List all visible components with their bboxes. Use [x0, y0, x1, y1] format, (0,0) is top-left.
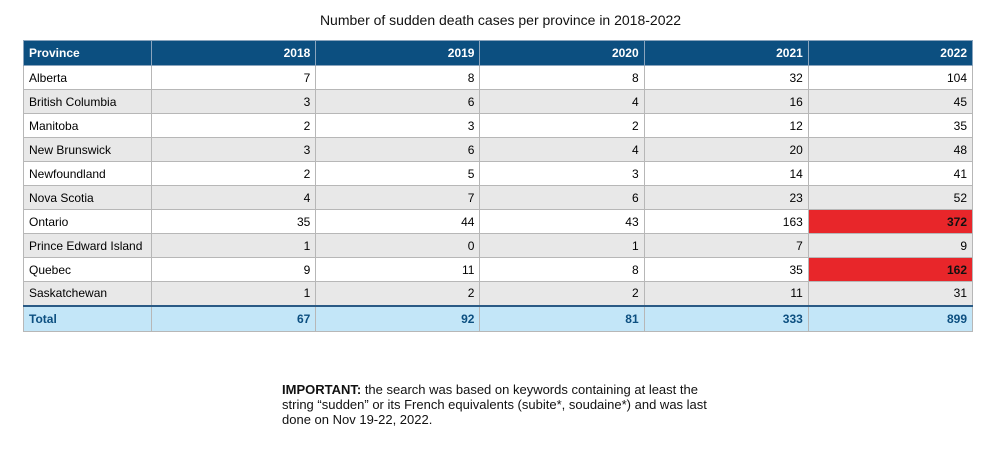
value-cell: 48	[807, 137, 974, 162]
province-cell: Nova Scotia	[22, 185, 153, 210]
total-value-cell: 899	[807, 304, 974, 332]
highlighted-value-cell: 162	[807, 257, 974, 282]
total-row: Total 67 92 81 333 899	[22, 304, 974, 332]
value-cell: 1	[151, 233, 317, 258]
province-cell: Alberta	[22, 65, 153, 90]
province-cell: Prince Edward Island	[22, 233, 153, 258]
value-cell: 4	[151, 185, 317, 210]
total-value-cell: 81	[479, 304, 645, 332]
table-row: Prince Edward Island 1 0 1 7 9	[22, 233, 974, 258]
value-cell: 2	[479, 113, 645, 138]
value-cell: 43	[479, 209, 645, 234]
value-cell: 3	[479, 161, 645, 186]
value-cell: 16	[643, 89, 809, 114]
important-note: IMPORTANT: the search was based on keywo…	[282, 382, 732, 427]
province-cell: Quebec	[22, 257, 153, 282]
value-cell: 32	[643, 65, 809, 90]
header-2021: 2021	[643, 40, 809, 66]
note-text: the search was based on keywords contain…	[282, 382, 707, 427]
province-cell: Ontario	[22, 209, 153, 234]
highlighted-value-cell: 372	[807, 209, 974, 234]
province-cell: Manitoba	[22, 113, 153, 138]
value-cell: 2	[151, 161, 317, 186]
value-cell: 11	[315, 257, 481, 282]
value-cell: 41	[807, 161, 974, 186]
value-cell: 4	[479, 89, 645, 114]
header-2018: 2018	[151, 40, 317, 66]
table-row: Manitoba 2 3 2 12 35	[22, 113, 974, 138]
value-cell: 35	[807, 113, 974, 138]
value-cell: 14	[643, 161, 809, 186]
value-cell: 7	[151, 65, 317, 90]
table-row: Quebec 9 11 8 35 162	[22, 257, 974, 282]
value-cell: 6	[315, 137, 481, 162]
page-title: Number of sudden death cases per provinc…	[319, 12, 682, 28]
table-row: British Columbia 3 6 4 16 45	[22, 89, 974, 114]
value-cell: 2	[315, 281, 481, 306]
total-value-cell: 333	[643, 304, 809, 332]
value-cell: 1	[479, 233, 645, 258]
value-cell: 3	[315, 113, 481, 138]
header-2020: 2020	[479, 40, 645, 66]
table-row: New Brunswick 3 6 4 20 48	[22, 137, 974, 162]
value-cell: 2	[479, 281, 645, 306]
total-value-cell: 67	[151, 304, 317, 332]
value-cell: 9	[151, 257, 317, 282]
value-cell: 8	[315, 65, 481, 90]
value-cell: 44	[315, 209, 481, 234]
province-cell: New Brunswick	[22, 137, 153, 162]
value-cell: 2	[151, 113, 317, 138]
province-cell: Newfoundland	[22, 161, 153, 186]
value-cell: 8	[479, 65, 645, 90]
value-cell: 104	[807, 65, 974, 90]
value-cell: 8	[479, 257, 645, 282]
value-cell: 31	[807, 281, 974, 306]
value-cell: 7	[315, 185, 481, 210]
total-label: Total	[22, 304, 153, 332]
header-2019: 2019	[315, 40, 481, 66]
value-cell: 163	[643, 209, 809, 234]
value-cell: 35	[151, 209, 317, 234]
province-cell: Saskatchewan	[22, 281, 153, 306]
value-cell: 4	[479, 137, 645, 162]
value-cell: 52	[807, 185, 974, 210]
table-header-row: Province 2018 2019 2020 2021 2022	[22, 40, 974, 66]
table-row: Ontario 35 44 43 163 372	[22, 209, 974, 234]
value-cell: 45	[807, 89, 974, 114]
value-cell: 0	[315, 233, 481, 258]
table-row: Saskatchewan 1 2 2 11 31	[22, 281, 974, 306]
value-cell: 5	[315, 161, 481, 186]
table-row: Newfoundland 2 5 3 14 41	[22, 161, 974, 186]
note-label: IMPORTANT:	[282, 382, 362, 397]
sudden-death-table: Province 2018 2019 2020 2021 2022 Albert…	[22, 40, 974, 332]
value-cell: 6	[315, 89, 481, 114]
value-cell: 3	[151, 89, 317, 114]
value-cell: 11	[643, 281, 809, 306]
value-cell: 7	[643, 233, 809, 258]
province-cell: British Columbia	[22, 89, 153, 114]
value-cell: 3	[151, 137, 317, 162]
value-cell: 23	[643, 185, 809, 210]
value-cell: 9	[807, 233, 974, 258]
value-cell: 6	[479, 185, 645, 210]
total-value-cell: 92	[315, 304, 481, 332]
value-cell: 12	[643, 113, 809, 138]
table-row: Alberta 7 8 8 32 104	[22, 65, 974, 90]
table-row: Nova Scotia 4 7 6 23 52	[22, 185, 974, 210]
header-2022: 2022	[807, 40, 974, 66]
value-cell: 1	[151, 281, 317, 306]
value-cell: 35	[643, 257, 809, 282]
value-cell: 20	[643, 137, 809, 162]
header-province: Province	[22, 40, 153, 66]
